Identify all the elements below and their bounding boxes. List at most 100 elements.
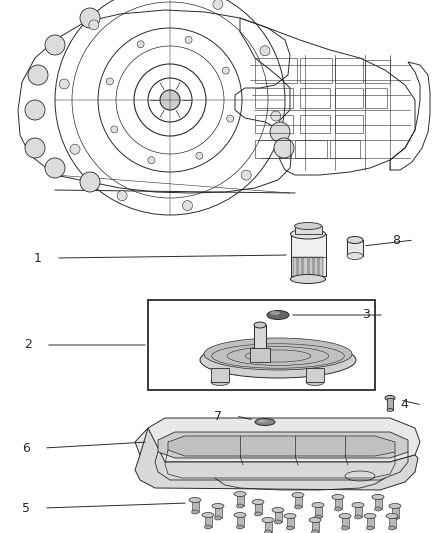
Ellipse shape [385,395,395,400]
Ellipse shape [352,503,364,507]
Ellipse shape [255,418,275,425]
Ellipse shape [294,222,321,230]
Ellipse shape [275,520,282,524]
Bar [335,58,363,83]
Ellipse shape [347,253,363,260]
Ellipse shape [254,322,266,328]
Ellipse shape [389,504,401,508]
Bar [389,518,396,528]
Ellipse shape [314,515,321,519]
Bar [374,499,381,509]
Circle shape [227,115,234,122]
Text: 5: 5 [22,502,30,514]
Ellipse shape [252,499,264,505]
Bar [237,517,244,527]
Bar [308,257,313,279]
Bar [148,300,375,390]
Bar [300,88,330,108]
Circle shape [25,138,45,158]
Bar [295,140,327,158]
Circle shape [241,170,251,180]
Circle shape [45,158,65,178]
Text: 6: 6 [22,441,30,455]
Ellipse shape [339,513,351,519]
Ellipse shape [205,525,212,529]
Text: 3: 3 [362,309,370,321]
Bar [211,368,229,382]
Bar [255,140,290,158]
Ellipse shape [367,526,374,530]
Ellipse shape [265,530,272,533]
Ellipse shape [286,526,293,530]
Ellipse shape [364,513,376,519]
Bar [365,60,390,83]
Ellipse shape [272,507,284,513]
Ellipse shape [372,495,384,499]
Ellipse shape [374,507,381,511]
Ellipse shape [234,491,246,497]
Ellipse shape [237,504,244,508]
Ellipse shape [342,526,349,530]
Circle shape [111,126,118,133]
Bar [250,348,270,362]
Bar [367,518,374,528]
Circle shape [213,0,223,9]
Circle shape [270,122,290,142]
Circle shape [25,100,45,120]
Circle shape [89,20,99,30]
Bar [306,368,324,382]
Circle shape [185,36,192,43]
Text: 8: 8 [392,233,400,246]
Text: 4: 4 [400,399,408,411]
Circle shape [183,200,192,211]
Circle shape [80,172,100,192]
Bar [314,507,321,517]
Bar [293,257,297,279]
Ellipse shape [215,516,222,520]
Ellipse shape [354,515,361,519]
Bar [275,512,282,522]
Ellipse shape [237,525,244,529]
Ellipse shape [392,516,399,520]
Circle shape [28,65,48,85]
Ellipse shape [389,526,396,530]
Ellipse shape [212,504,224,508]
Ellipse shape [262,518,274,522]
Bar [335,499,342,509]
Ellipse shape [284,513,296,519]
Ellipse shape [254,512,261,516]
Bar [215,508,222,518]
Bar [255,88,293,108]
Ellipse shape [189,497,201,503]
Bar [255,58,297,83]
Ellipse shape [347,237,363,244]
Bar [354,507,361,517]
Bar [191,502,198,512]
Bar [295,226,322,234]
Bar [205,517,212,527]
Bar [300,58,332,83]
Ellipse shape [306,378,324,385]
Circle shape [271,111,281,121]
Bar [298,257,302,279]
Ellipse shape [200,342,356,378]
Circle shape [59,79,69,89]
Bar [237,496,244,506]
Circle shape [106,78,113,85]
Ellipse shape [311,530,318,533]
Ellipse shape [290,229,325,239]
Bar [254,504,261,514]
Bar [365,88,387,108]
Circle shape [137,41,144,48]
Ellipse shape [386,513,398,519]
Bar [286,518,293,528]
Bar [335,115,363,133]
Bar [265,522,272,532]
Circle shape [117,191,127,201]
Ellipse shape [267,311,289,319]
Circle shape [260,46,270,56]
Bar [347,240,363,256]
Bar [387,398,393,410]
Bar [291,234,326,276]
Circle shape [274,138,294,158]
